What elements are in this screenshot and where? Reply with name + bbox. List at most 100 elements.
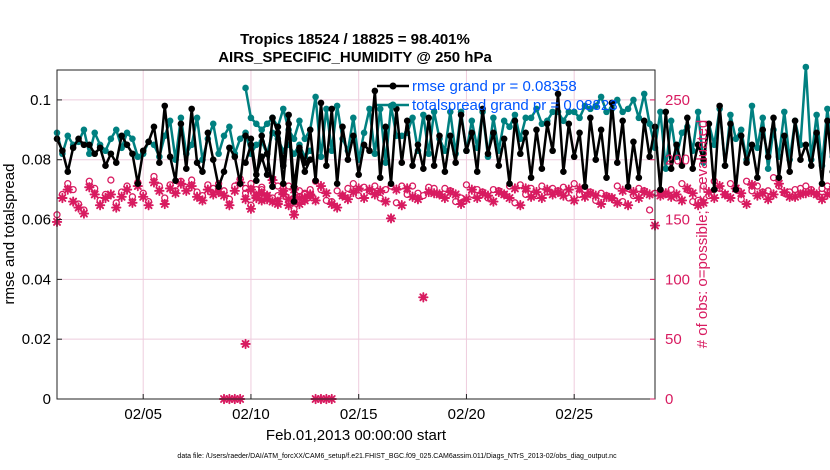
rmse-point	[780, 132, 788, 140]
obs-evaluated-marker	[229, 185, 240, 196]
obs-possible-marker	[349, 180, 357, 188]
rmse-point	[333, 180, 341, 187]
obs-evaluated-marker	[472, 192, 483, 204]
spread-point	[333, 102, 341, 110]
obs-possible-marker	[678, 180, 686, 188]
obs-evaluated-marker	[423, 186, 434, 198]
spread-point	[226, 123, 233, 131]
obs-evaluated-marker	[294, 192, 305, 204]
rmse-point	[441, 168, 449, 175]
obs-evaluated-marker	[439, 192, 451, 204]
obs-evaluated-marker	[504, 192, 515, 204]
rmse-point	[328, 105, 336, 113]
obs-evaluated-marker	[601, 191, 612, 202]
rmse-point	[479, 105, 486, 113]
rmse-point	[350, 132, 357, 140]
spread-point	[80, 126, 88, 134]
chart-title-line-2: AIRS_SPECIFIC_HUMIDITY @ 250 hPa	[218, 49, 492, 66]
obs-evaluated-marker	[391, 184, 402, 195]
obs-evaluated-marker	[283, 194, 294, 205]
rmse-point	[420, 165, 427, 172]
obs-possible-marker	[333, 187, 341, 195]
rmse-point	[495, 162, 503, 170]
spread-point	[597, 93, 605, 101]
obs-evaluated-marker	[811, 189, 822, 200]
obs-possible-marker	[699, 182, 708, 190]
obs-evaluated-marker	[78, 208, 90, 219]
obs-evaluated-marker	[687, 188, 698, 199]
spread-point	[538, 120, 546, 128]
obs-evaluated-marker	[127, 197, 138, 208]
rmse-point	[813, 129, 820, 137]
obs-evaluated-marker	[709, 192, 720, 204]
obs-evaluated-marker	[261, 190, 273, 201]
obs-evaluated-marker	[428, 188, 440, 199]
obs-evaluated-marker	[100, 192, 111, 204]
rmse-point	[161, 102, 169, 110]
rmse-point	[204, 129, 212, 137]
obs-evaluated-marker	[725, 192, 736, 204]
y-tick-label: 0.1	[30, 92, 51, 109]
obs-evaluated-marker	[569, 195, 580, 206]
obs-evaluated-marker	[644, 189, 655, 200]
rmse-point	[269, 114, 276, 122]
rmse-point	[640, 117, 648, 125]
obs-evaluated-marker	[294, 198, 305, 210]
rmse-point	[75, 135, 82, 143]
rmse-point	[172, 177, 179, 184]
spread-point	[430, 108, 438, 116]
rmse-point	[86, 141, 93, 149]
spread-point	[129, 135, 136, 143]
rmse-point	[727, 120, 734, 128]
spread-point	[754, 144, 761, 152]
rmse-point	[382, 123, 389, 131]
obs-evaluated-marker	[617, 185, 628, 196]
rmse-point	[662, 108, 670, 116]
rmse-point	[247, 135, 255, 143]
rmse-point	[554, 90, 562, 98]
obs-evaluated-marker	[68, 196, 79, 207]
rmse-point	[473, 168, 481, 175]
rmse-point	[279, 162, 287, 170]
rmse-point	[500, 135, 508, 143]
rmse-point	[403, 117, 411, 125]
spread-point	[624, 105, 632, 113]
obs-evaluated-marker	[121, 184, 133, 195]
y-axis-right: 0 50 100 150 200 250	[650, 92, 690, 408]
obs-evaluated-marker	[816, 194, 828, 205]
spread-point	[209, 120, 217, 128]
spread-point	[603, 108, 610, 116]
obs-evaluated-marker	[795, 189, 806, 200]
obs-evaluated-marker	[202, 184, 213, 195]
rmse-point	[700, 156, 707, 164]
rmse-point	[339, 123, 346, 131]
rmse-point	[360, 141, 368, 149]
rmse-point	[96, 144, 104, 152]
spread-point	[522, 114, 530, 122]
rmse-point	[624, 183, 632, 190]
x-tick-label: 02/05	[124, 406, 162, 423]
rmse-point	[463, 147, 470, 155]
obs-evaluated-marker	[240, 194, 251, 205]
spread-point	[215, 150, 222, 158]
spread-point	[323, 105, 330, 113]
obs-evaluated-marker	[450, 189, 461, 200]
obs-evaluated-marker	[714, 180, 725, 192]
rmse-point	[430, 162, 438, 170]
rmse-point	[533, 126, 540, 134]
obs-possible-marker	[823, 182, 830, 190]
rmse-point	[177, 120, 185, 128]
rmse-point	[705, 120, 713, 128]
obs-evaluated-marker	[547, 189, 558, 200]
obs-evaluated-marker	[762, 194, 774, 205]
spread-point	[301, 135, 309, 143]
obs-evaluated-marker	[186, 180, 197, 192]
obs-evaluated-marker	[148, 177, 160, 188]
rmse-point	[721, 162, 729, 170]
obs-evaluated-marker	[515, 200, 526, 211]
obs-evaluated-marker	[488, 196, 499, 207]
obs-evaluated-marker	[380, 196, 391, 207]
spread-point	[317, 153, 325, 161]
rmse-point	[387, 180, 395, 187]
rmse-point	[716, 102, 723, 110]
